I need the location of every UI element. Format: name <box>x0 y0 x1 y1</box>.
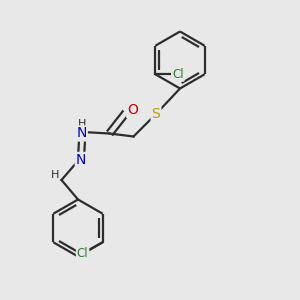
Text: N: N <box>76 153 86 167</box>
Text: H: H <box>51 170 59 181</box>
Text: N: N <box>76 127 87 140</box>
Text: Cl: Cl <box>172 68 184 81</box>
Text: Cl: Cl <box>77 247 88 260</box>
Text: O: O <box>127 103 138 117</box>
Text: H: H <box>77 119 86 130</box>
Text: S: S <box>152 107 160 121</box>
